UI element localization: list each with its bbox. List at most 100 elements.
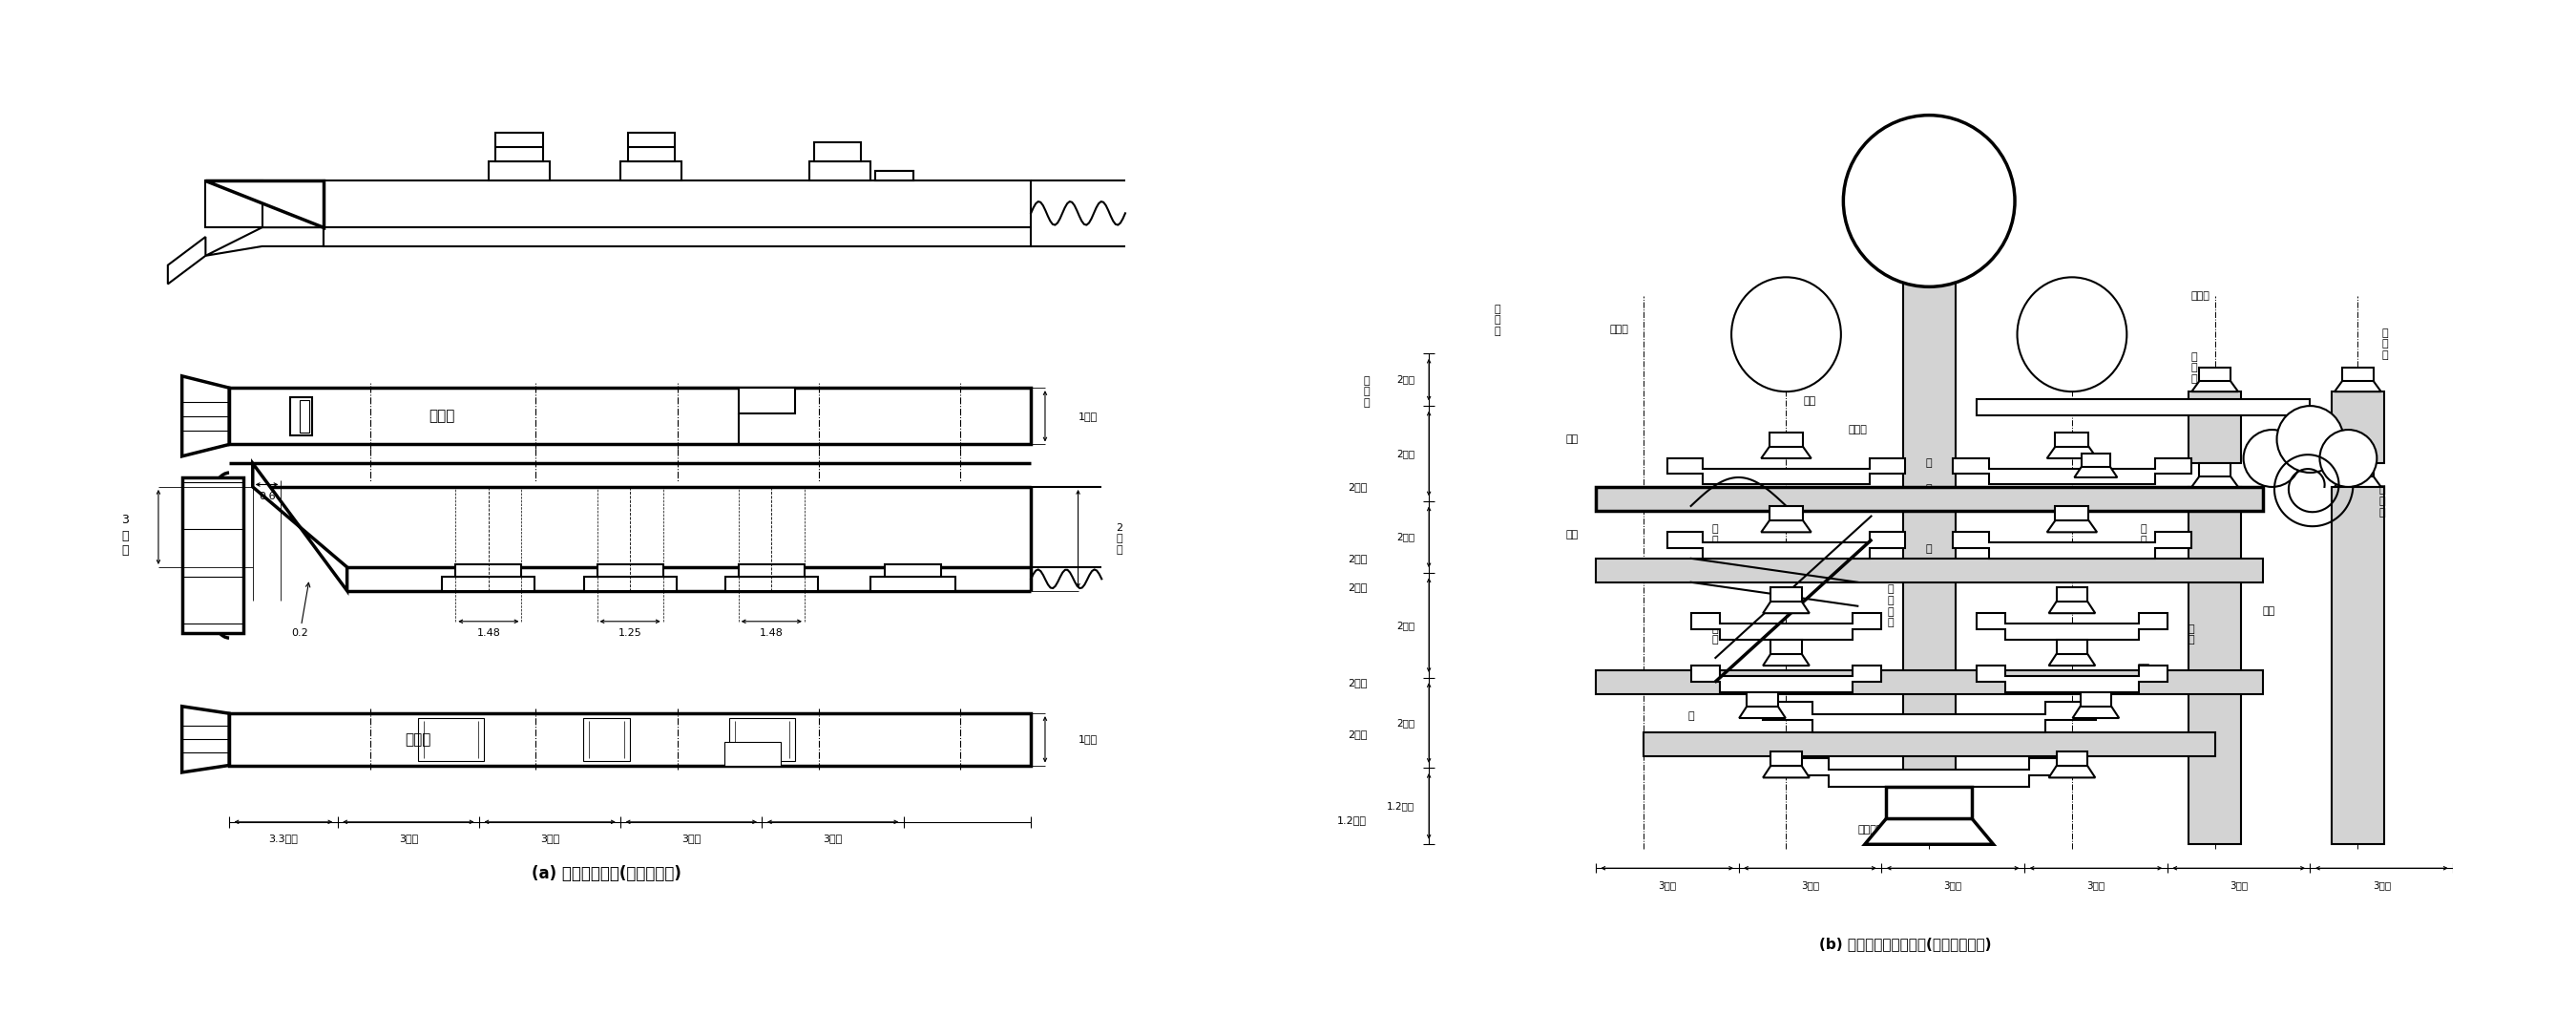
Polygon shape (2192, 381, 2239, 392)
Polygon shape (206, 180, 263, 228)
Polygon shape (726, 577, 817, 591)
Bar (1643, 732, 2215, 756)
Polygon shape (495, 133, 544, 162)
Polygon shape (2074, 707, 2120, 718)
Polygon shape (814, 143, 860, 162)
Text: 厢
栱: 厢 栱 (2141, 524, 2146, 545)
Text: 3斗口: 3斗口 (2231, 880, 2249, 890)
Text: 外拽枋: 外拽枋 (1847, 425, 1868, 434)
Bar (1595, 487, 2262, 511)
Polygon shape (456, 565, 520, 577)
Bar (2190, 392, 2241, 463)
Text: 1.48: 1.48 (760, 629, 783, 638)
Polygon shape (809, 162, 871, 180)
Bar (1976, 399, 2311, 415)
Text: 桁椀: 桁椀 (2066, 329, 2079, 339)
Polygon shape (1690, 665, 1880, 692)
Text: 瓜栱: 瓜栱 (2262, 606, 2275, 615)
Bar (729, 718, 796, 760)
Text: 3斗口: 3斗口 (2087, 880, 2105, 890)
Text: 三才: 三才 (1566, 434, 1579, 444)
Polygon shape (206, 180, 325, 228)
Polygon shape (1904, 201, 1955, 787)
Polygon shape (206, 228, 325, 256)
Polygon shape (598, 565, 662, 577)
Text: 正心瓜栱: 正心瓜栱 (1857, 826, 1883, 835)
Text: 挑檐桁: 挑檐桁 (1777, 329, 1795, 339)
Polygon shape (325, 228, 1030, 247)
Text: 3斗口: 3斗口 (541, 834, 559, 843)
Text: 枋: 枋 (1927, 544, 1932, 553)
Text: 1.48: 1.48 (477, 629, 500, 638)
Text: 2斗口: 2斗口 (1396, 718, 1414, 727)
Text: 正心桁: 正心桁 (1919, 195, 1940, 207)
Polygon shape (325, 180, 1030, 228)
Polygon shape (884, 565, 940, 577)
Text: 斗
口: 斗 口 (121, 530, 129, 557)
Polygon shape (1690, 613, 1880, 639)
Text: 挑檐桁: 挑檐桁 (1610, 325, 1628, 335)
Bar (299, 400, 309, 433)
Polygon shape (1762, 520, 1811, 533)
Polygon shape (2056, 751, 2087, 766)
Bar (582, 718, 631, 760)
Text: 2斗口: 2斗口 (1347, 582, 1368, 592)
Polygon shape (2048, 766, 2094, 778)
Polygon shape (183, 376, 229, 456)
Bar (183, 478, 242, 633)
Text: 井
口
枋: 井 口 枋 (2383, 328, 2388, 359)
Circle shape (2244, 430, 2300, 487)
Text: (a) 清制昂的构造(平身科头昂): (a) 清制昂的构造(平身科头昂) (531, 865, 680, 883)
Text: 1.2斗口: 1.2斗口 (1386, 802, 1414, 811)
Text: 3斗口: 3斗口 (1659, 880, 1677, 890)
Polygon shape (2200, 463, 2231, 477)
Text: 1斗口: 1斗口 (1079, 411, 1097, 421)
Polygon shape (1762, 701, 2097, 732)
Bar (229, 387, 1030, 444)
Text: 2斗口: 2斗口 (1347, 482, 1368, 492)
Polygon shape (2056, 639, 2087, 654)
Polygon shape (1762, 602, 1808, 613)
Polygon shape (1762, 447, 1811, 458)
Text: 1.2斗口: 1.2斗口 (1337, 815, 1368, 826)
Polygon shape (1865, 818, 1994, 844)
Text: 槽升: 槽升 (2138, 663, 2151, 672)
Text: 万
栱: 万 栱 (1710, 625, 1718, 645)
Text: 2斗口: 2斗口 (1396, 375, 1414, 384)
Polygon shape (1976, 665, 2166, 692)
Polygon shape (2342, 463, 2372, 477)
Text: 里
檐
枋: 里 檐 枋 (2192, 352, 2197, 383)
Text: 要头: 要头 (1566, 529, 1579, 540)
Polygon shape (1667, 533, 1906, 558)
Text: 3斗口: 3斗口 (683, 834, 701, 843)
Ellipse shape (2017, 278, 2128, 392)
Text: 2斗口: 2斗口 (1396, 621, 1414, 630)
Polygon shape (677, 387, 796, 413)
Text: 3斗口: 3斗口 (1801, 880, 1819, 890)
Text: 1.25: 1.25 (618, 629, 641, 638)
Bar (2331, 392, 2383, 463)
Text: 2斗口: 2斗口 (1396, 533, 1414, 542)
Polygon shape (489, 162, 549, 180)
Text: 俯视面: 俯视面 (428, 409, 453, 424)
Polygon shape (2048, 520, 2097, 533)
Text: (b) 清制平身科斗栱侧面(单翘单昂五踩): (b) 清制平身科斗栱侧面(单翘单昂五踩) (1819, 938, 1991, 952)
Polygon shape (2200, 368, 2231, 381)
Polygon shape (1976, 613, 2166, 639)
Bar (2331, 487, 2383, 844)
Text: 3斗口: 3斗口 (2372, 880, 2391, 890)
Polygon shape (1785, 758, 2071, 787)
Text: 0.6: 0.6 (258, 492, 276, 501)
Polygon shape (1762, 654, 1808, 665)
Polygon shape (2342, 368, 2372, 381)
Polygon shape (1953, 458, 2192, 485)
Polygon shape (1770, 587, 1801, 602)
Polygon shape (2056, 506, 2089, 520)
Polygon shape (1770, 506, 1803, 520)
Polygon shape (2048, 602, 2094, 613)
Text: 2斗口: 2斗口 (1347, 678, 1368, 687)
Text: 翘: 翘 (1687, 711, 1695, 720)
Polygon shape (2081, 692, 2112, 707)
Text: 挑
檐
枋: 挑 檐 枋 (1363, 376, 1370, 407)
Text: 心: 心 (1927, 485, 1932, 494)
